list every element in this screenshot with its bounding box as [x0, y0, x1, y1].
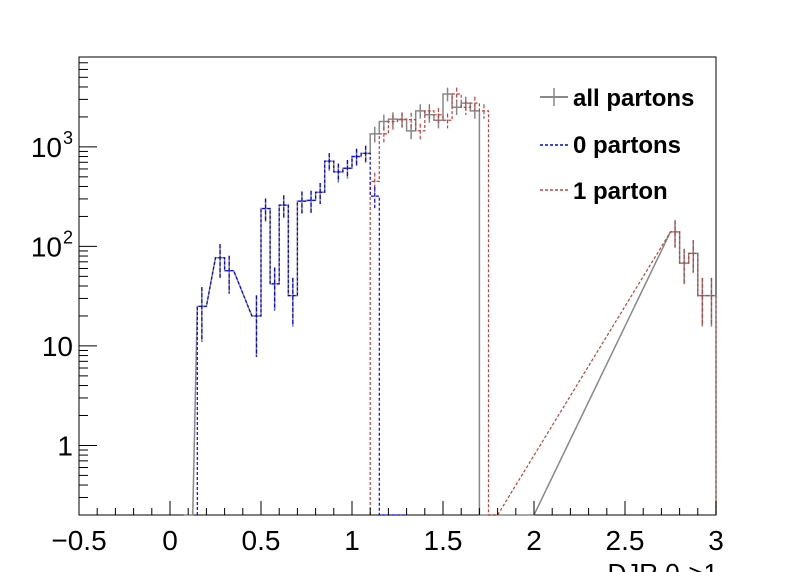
- plot-frame: [78, 56, 717, 516]
- y-tick-label: 10: [42, 331, 73, 362]
- histogram-line: [369, 93, 717, 516]
- series-0-partons: [196, 145, 407, 516]
- legend-label-all-partons: all partons: [573, 85, 694, 112]
- legend-entry-0-partons: 0 partons: [540, 132, 681, 159]
- x-tick-label: 0.5: [242, 525, 281, 556]
- x-axis: −0.5 0 0.5 1 1.5 2 2.5 3: [51, 501, 724, 556]
- legend-entry-1-parton: 1 parton: [540, 178, 668, 205]
- x-tick-label: 2.5: [606, 525, 645, 556]
- y-tick-label: 10: [31, 231, 62, 262]
- x-axis-title: DJR 0->1: [607, 558, 718, 572]
- y-tick-label-exponent: 3: [63, 128, 73, 148]
- x-tick-label: 1: [344, 525, 360, 556]
- x-tick-label: −0.5: [51, 525, 106, 556]
- legend-entry-all-partons: all partons: [540, 85, 694, 112]
- legend: all partons 0 partons 1 parton: [540, 85, 694, 205]
- y-tick-label: 10: [31, 132, 62, 163]
- series-1-parton: [369, 87, 717, 516]
- y-tick-label-exponent: 2: [63, 227, 73, 247]
- series-layer: [183, 87, 717, 516]
- x-tick-label: 0: [162, 525, 178, 556]
- legend-label-1-parton: 1 parton: [573, 178, 668, 205]
- x-tick-label: 1.5: [424, 525, 463, 556]
- legend-label-0-partons: 0 partons: [573, 132, 681, 159]
- y-tick-label: 1: [57, 430, 73, 461]
- x-tick-label: 3: [708, 525, 724, 556]
- x-tick-label: 2: [526, 525, 542, 556]
